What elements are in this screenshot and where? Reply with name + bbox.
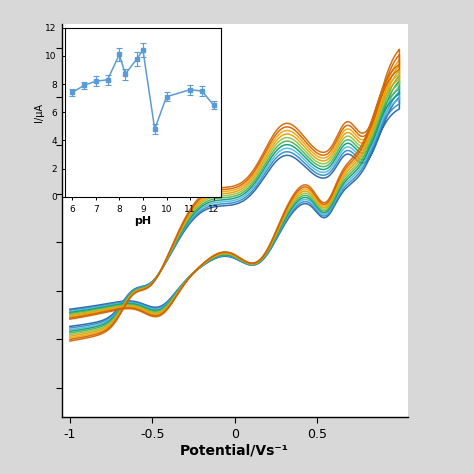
X-axis label: Potential/Vs⁻¹: Potential/Vs⁻¹ (180, 443, 289, 457)
